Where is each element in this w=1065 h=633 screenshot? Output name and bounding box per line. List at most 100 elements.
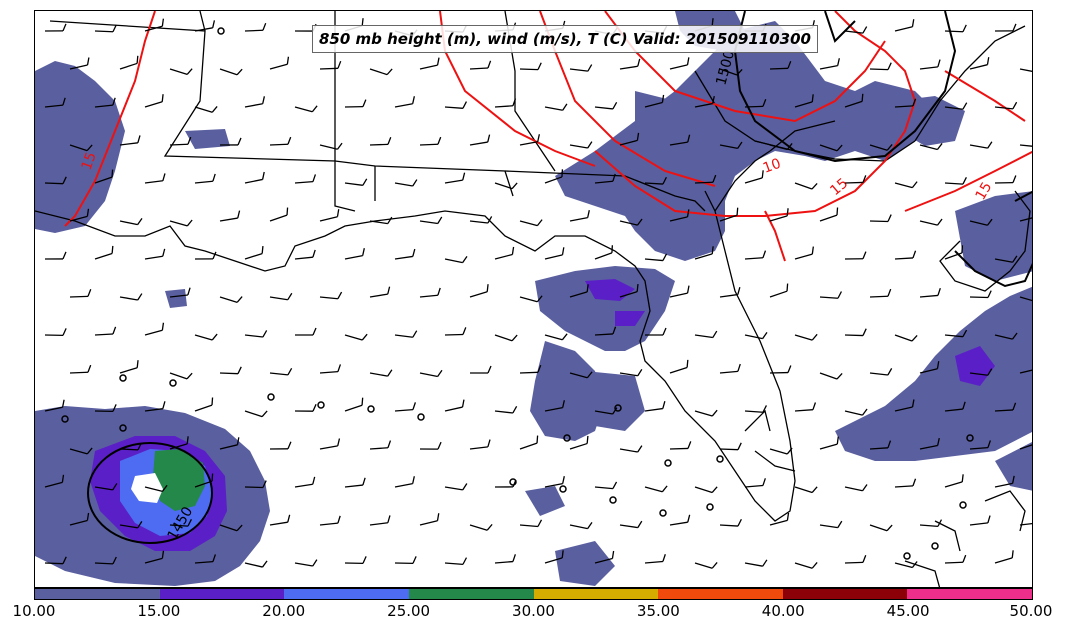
wind-barb bbox=[144, 550, 165, 564]
wind-barb bbox=[419, 369, 443, 378]
wind-barb bbox=[419, 216, 443, 225]
wind-barb bbox=[219, 524, 243, 532]
map-canvas: 15 15 15 10 1500 1450 bbox=[35, 11, 1032, 587]
calm-marker bbox=[563, 434, 571, 442]
wind-barb bbox=[894, 399, 915, 412]
wind-barb bbox=[194, 173, 216, 184]
wind-barb bbox=[394, 330, 418, 338]
wind-barb bbox=[219, 210, 241, 222]
wind-barb bbox=[694, 561, 718, 569]
calm-marker bbox=[267, 393, 275, 401]
calm-marker bbox=[509, 478, 517, 486]
wind-barb bbox=[119, 135, 141, 146]
wind-barb bbox=[194, 397, 214, 412]
wind-barb bbox=[294, 174, 317, 184]
wind-barb bbox=[919, 437, 940, 450]
colorbar-segment bbox=[408, 589, 534, 599]
wind-barb bbox=[894, 19, 915, 32]
calm-marker bbox=[61, 415, 69, 423]
wind-barb bbox=[344, 333, 368, 341]
wind-barb bbox=[894, 181, 918, 189]
wind-barb bbox=[369, 440, 392, 450]
wind-barb bbox=[544, 169, 564, 184]
wind-barb bbox=[444, 327, 467, 336]
wind-barb bbox=[994, 402, 1017, 412]
wind-barb bbox=[944, 177, 967, 185]
wind-barb bbox=[419, 57, 440, 70]
wind-barb bbox=[394, 402, 417, 412]
wind-barb bbox=[394, 179, 418, 187]
wind-barb bbox=[944, 24, 967, 33]
wind-barb bbox=[1019, 144, 1032, 148]
wind-barb bbox=[219, 68, 243, 76]
wind-barb bbox=[1019, 296, 1032, 303]
wind-barb bbox=[869, 524, 893, 532]
wind-barb bbox=[994, 255, 1018, 263]
wind-barb bbox=[319, 438, 341, 450]
wind-barb bbox=[794, 182, 818, 190]
colorbar-tick-labels: 10.00 15.00 20.00 25.00 30.00 35.00 40.00 45.00… bbox=[0, 602, 1065, 626]
map-panel: 15 15 15 10 1500 1450 850 mb height (m),… bbox=[34, 10, 1033, 588]
colorbar-tick-label: 50.00 bbox=[1009, 602, 1053, 620]
wind-barb bbox=[794, 562, 818, 569]
calm-marker bbox=[559, 485, 567, 493]
wind-barb bbox=[844, 26, 868, 34]
wind-barb bbox=[144, 322, 165, 336]
colorbar-tick-label: 25.00 bbox=[387, 602, 431, 620]
wind-barb bbox=[394, 556, 417, 564]
wind-barb bbox=[744, 99, 767, 108]
wind-barb bbox=[569, 284, 589, 298]
wind-barb bbox=[169, 219, 193, 227]
wind-barb bbox=[694, 174, 717, 184]
colorbar-tick-label: 40.00 bbox=[761, 602, 805, 620]
wind-barb bbox=[744, 170, 764, 184]
wind-barb bbox=[344, 178, 368, 186]
wind-barb bbox=[169, 68, 193, 76]
wind-barb bbox=[469, 134, 491, 146]
wind-barb bbox=[369, 286, 391, 298]
wind-barb bbox=[44, 328, 67, 337]
wind-barb bbox=[294, 403, 317, 412]
wind-barb bbox=[994, 101, 1018, 110]
temp-label-15-far-east: 15 bbox=[973, 180, 996, 203]
wind-barb bbox=[319, 364, 342, 374]
wind-barb bbox=[494, 406, 518, 414]
wind-barb bbox=[94, 169, 114, 184]
wind-barb bbox=[919, 361, 940, 374]
wind-barb bbox=[719, 518, 742, 527]
calm-marker bbox=[931, 542, 939, 550]
wind-barb bbox=[94, 404, 117, 412]
wind-barb bbox=[294, 476, 316, 488]
wind-barb bbox=[644, 327, 667, 336]
wind-barb bbox=[369, 68, 393, 76]
wind-barb bbox=[644, 176, 667, 185]
wind-barb bbox=[844, 93, 864, 108]
wind-barb bbox=[244, 245, 264, 260]
wind-barb bbox=[994, 550, 1014, 564]
wind-barb bbox=[219, 137, 242, 146]
wind-barb bbox=[244, 480, 267, 489]
calm-marker bbox=[169, 379, 177, 387]
wind-barb bbox=[1019, 68, 1032, 74]
wind-barb bbox=[969, 368, 993, 376]
wind-barb bbox=[444, 172, 466, 184]
wind-barb bbox=[419, 441, 442, 450]
wind-barb bbox=[269, 292, 293, 301]
calm-marker bbox=[716, 455, 724, 463]
wind-barb bbox=[319, 515, 341, 526]
wind-barb bbox=[894, 334, 918, 342]
calm-marker bbox=[609, 496, 617, 504]
wind-barb bbox=[194, 554, 217, 564]
wind-barb bbox=[69, 364, 92, 374]
wind-barb bbox=[769, 208, 789, 222]
wind-barb bbox=[769, 143, 793, 151]
wind-barb bbox=[44, 251, 67, 260]
wind-barb bbox=[444, 483, 468, 491]
wind-barb bbox=[944, 554, 967, 564]
wind-barb bbox=[669, 209, 690, 222]
wind-barb bbox=[844, 328, 867, 337]
wind-barb bbox=[144, 248, 166, 260]
wind-barb bbox=[744, 478, 766, 488]
wind-barb bbox=[219, 296, 243, 303]
colorbar bbox=[34, 588, 1033, 600]
